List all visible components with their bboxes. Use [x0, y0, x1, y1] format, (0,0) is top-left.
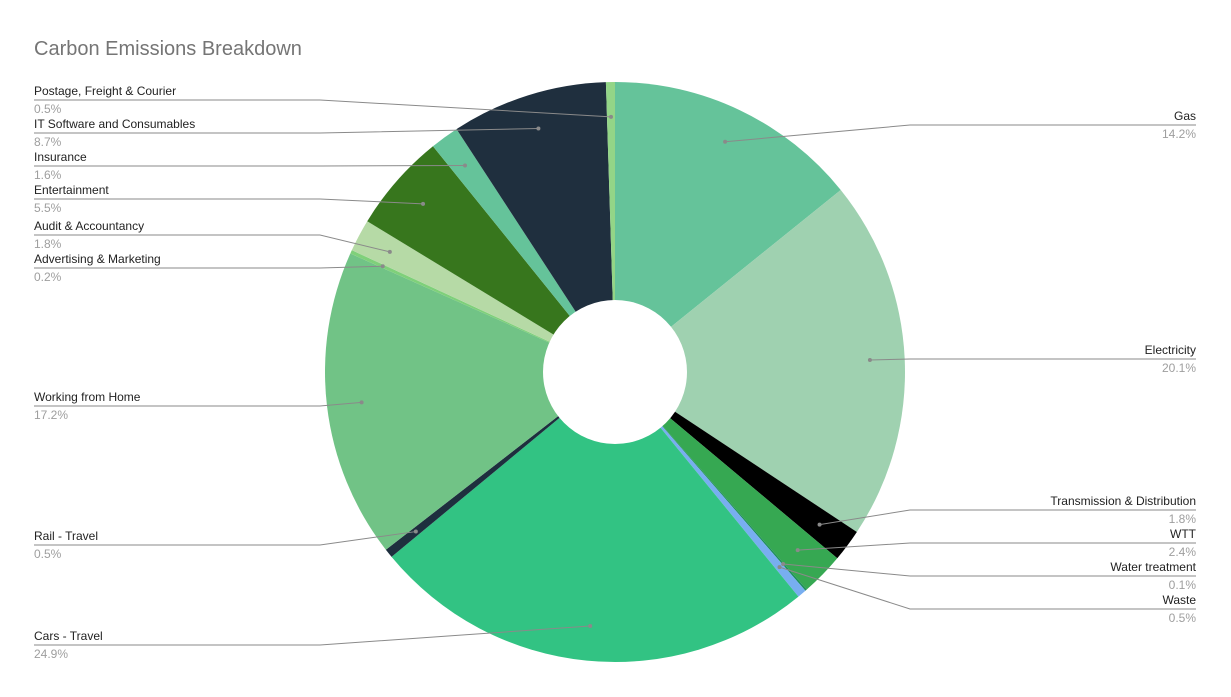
chart-title: Carbon Emissions Breakdown [34, 38, 302, 60]
leader-line-working-from-home [34, 401, 362, 407]
slice-label-gas: Gas [1174, 109, 1196, 123]
slice-percent-water-treatment: 0.1% [1169, 578, 1197, 592]
slice-label-waste: Waste [1162, 593, 1196, 607]
leader-line-audit-accountancy [34, 234, 390, 253]
slices-group [325, 82, 906, 663]
leader-line-rail-travel [34, 531, 416, 546]
slice-cars-travel[interactable] [391, 372, 799, 663]
slice-percent-cars-travel: 24.9% [34, 647, 68, 661]
slice-percent-transmission-distribution: 1.8% [1169, 512, 1197, 526]
leader-line-postage-freight-courier [34, 99, 612, 118]
slice-rail-travel[interactable] [385, 372, 615, 557]
slice-advertising-marketing[interactable] [350, 250, 615, 372]
slice-label-water-treatment: Water treatment [1110, 560, 1196, 574]
leader-line-entertainment [34, 198, 424, 205]
slice-label-postage-freight-courier: Postage, Freight & Courier [34, 84, 176, 98]
slice-electricity[interactable] [615, 189, 906, 532]
slice-percent-working-from-home: 17.2% [34, 408, 68, 422]
slice-wtt[interactable] [615, 372, 838, 590]
slice-label-insurance: Insurance [34, 150, 87, 164]
slice-percent-insurance: 1.6% [34, 168, 62, 182]
slice-transmission-distribution[interactable] [615, 372, 857, 559]
slice-it-software-and-consumables[interactable] [456, 82, 615, 372]
slice-audit-accountancy[interactable] [351, 221, 615, 372]
slice-label-it-software-and-consumables: IT Software and Consumables [34, 117, 195, 131]
slice-percent-it-software-and-consumables: 8.7% [34, 135, 62, 149]
slice-percent-electricity: 20.1% [1162, 361, 1196, 375]
slice-percent-gas: 14.2% [1162, 127, 1196, 141]
slice-label-wtt: WTT [1170, 527, 1197, 541]
slice-percent-wtt: 2.4% [1169, 545, 1197, 559]
leader-line-gas [725, 124, 1196, 143]
leader-line-electricity [869, 358, 1196, 361]
slice-label-entertainment: Entertainment [34, 183, 109, 197]
leader-line-cars-travel [34, 625, 591, 646]
slice-label-audit-accountancy: Audit & Accountancy [34, 219, 144, 233]
slice-label-working-from-home: Working from Home [34, 390, 141, 404]
slice-label-electricity: Electricity [1145, 343, 1196, 357]
donut-hole [543, 300, 687, 444]
slice-percent-postage-freight-courier: 0.5% [34, 102, 62, 116]
slice-working-from-home[interactable] [325, 253, 615, 550]
slice-postage-freight-courier[interactable] [605, 82, 615, 372]
slice-percent-waste: 0.5% [1169, 611, 1197, 625]
slice-label-cars-travel: Cars - Travel [34, 629, 103, 643]
slice-label-rail-travel: Rail - Travel [34, 529, 98, 543]
leader-line-water-treatment [783, 563, 1196, 577]
slice-percent-entertainment: 5.5% [34, 201, 62, 215]
slice-water-treatment[interactable] [615, 372, 807, 591]
slice-entertainment[interactable] [367, 146, 615, 372]
leader-line-transmission-distribution [819, 509, 1196, 526]
slice-percent-rail-travel: 0.5% [34, 547, 62, 561]
leader-line-it-software-and-consumables [34, 128, 539, 134]
slice-waste[interactable] [615, 372, 806, 597]
slice-gas[interactable] [615, 82, 841, 372]
leader-line-waste [779, 566, 1196, 610]
slice-label-advertising-marketing: Advertising & Marketing [34, 252, 161, 266]
slice-percent-audit-accountancy: 1.8% [34, 237, 62, 251]
leader-line-wtt [797, 542, 1196, 551]
slice-label-transmission-distribution: Transmission & Distribution [1050, 494, 1196, 508]
slice-percent-advertising-marketing: 0.2% [34, 270, 62, 284]
leader-line-advertising-marketing [34, 265, 383, 269]
labels-group: Gas 14.2% Electricity 20.1% Transmission & D… [34, 84, 1197, 661]
slice-insurance[interactable] [432, 129, 615, 372]
